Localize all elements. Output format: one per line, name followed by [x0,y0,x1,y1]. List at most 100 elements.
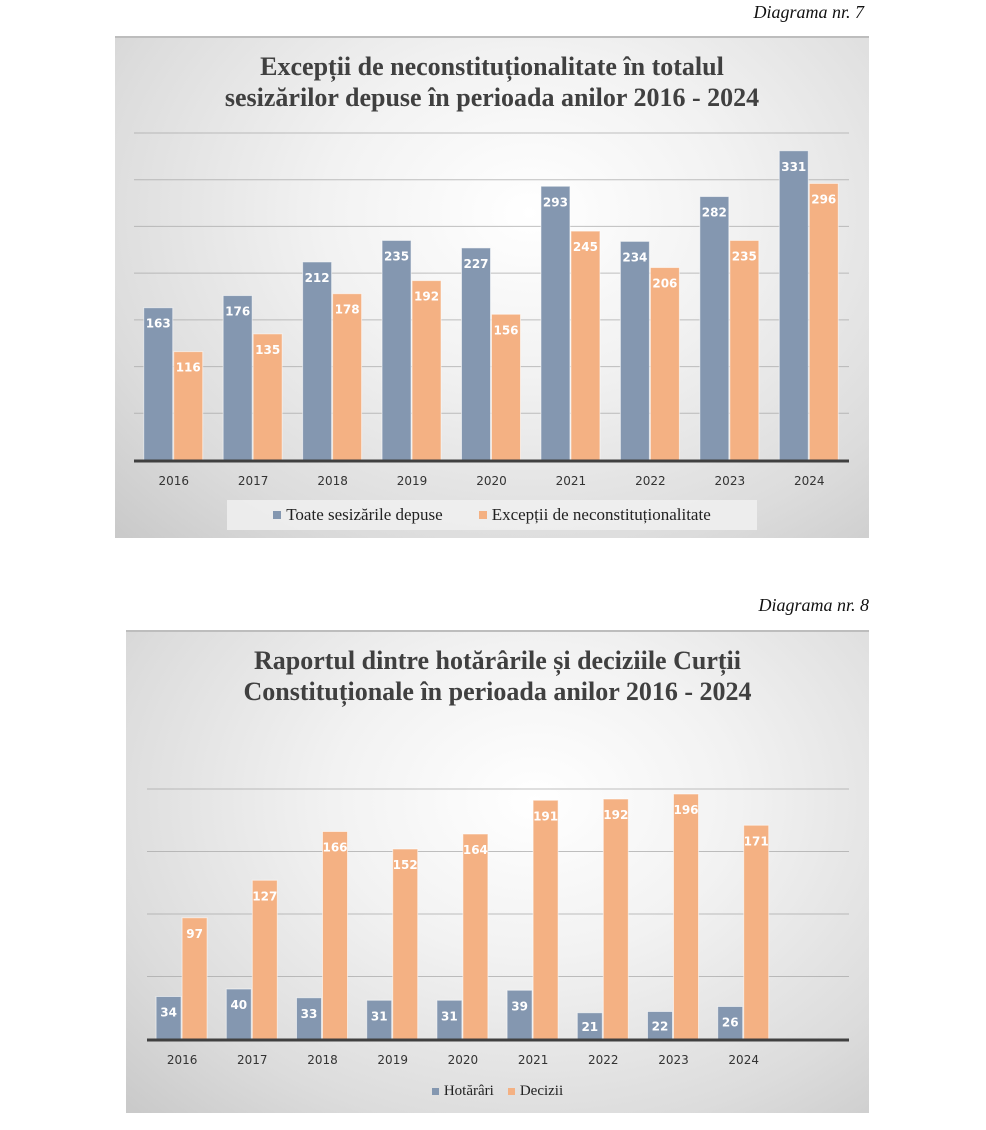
bar-orange-2019 [411,280,442,461]
data-label: 192 [414,290,439,304]
x-tick-label: 2022 [588,1053,619,1067]
bar-blue-2019 [366,999,393,1040]
bar-blue-2024 [778,150,809,461]
data-label: 227 [463,257,488,271]
legend-swatch-orange [478,511,487,519]
bar-orange-2024 [743,824,770,1040]
x-tick-label: 2021 [518,1053,549,1067]
x-tick-label: 2023 [715,474,746,488]
bar-orange-2018 [332,293,363,461]
data-label: 212 [305,271,330,285]
x-tick-label: 2023 [658,1053,689,1067]
legend-item-decisions: Decizii [507,1082,564,1100]
legend-item-rulings: Hotărâri [431,1082,494,1100]
data-label: 163 [146,317,171,331]
data-label: 282 [702,206,727,220]
data-label: 135 [255,343,280,357]
bar-orange-2023 [729,239,760,461]
x-tick-label: 2020 [448,1053,479,1067]
data-label: 31 [441,1009,458,1023]
data-label: 293 [543,195,568,209]
bar-blue-2024 [717,1006,744,1040]
bar-blue-2018 [296,997,322,1040]
chart-title: Excepții de neconstituționalitate în tot… [115,52,869,113]
legend-item-exceptions: Excepții de neconstituționalitate [478,505,711,525]
data-label: 171 [744,834,769,848]
legend-swatch-orange [507,1087,515,1095]
data-label: 196 [673,803,698,817]
bar-orange-2016 [181,917,208,1040]
x-tick-label: 2022 [635,474,666,488]
legend-label: Decizii [519,1082,564,1099]
data-label: 40 [230,998,247,1012]
bar-orange-2022 [649,267,680,461]
bar-orange-2024 [808,182,839,461]
data-label: 235 [384,249,409,263]
bar-orange-2020 [462,833,489,1040]
data-label: 206 [652,277,677,291]
bar-blue-2019 [381,239,412,461]
legend-label: Toate sesizările depuse [286,505,443,524]
bar-blue-2022 [619,240,650,461]
bar-orange-2023 [673,793,699,1040]
data-label: 21 [581,1020,598,1034]
data-label: 234 [622,250,647,264]
data-label: 31 [371,1009,388,1023]
bar-blue-2020 [461,247,491,461]
data-label: 39 [511,999,528,1013]
chart-title-line-2: sesizărilor depuse în perioada anilor 20… [224,82,760,112]
bar-blue-2017 [225,988,252,1040]
data-label: 166 [322,841,347,855]
data-label: 235 [732,249,757,263]
x-tick-label: 2019 [377,1053,408,1067]
x-tick-label: 2018 [317,474,348,488]
bar-blue-2021 [540,185,571,461]
data-label: 34 [160,1006,177,1020]
x-tick-label: 2024 [794,474,825,488]
data-label: 22 [652,1019,669,1033]
data-label: 127 [252,889,277,903]
x-tick-label: 2016 [167,1053,198,1067]
bar-blue-2023 [647,1011,673,1040]
data-label: 245 [573,240,598,254]
bar-blue-2020 [436,999,463,1040]
legend-swatch-blue [431,1087,439,1095]
data-label: 97 [186,927,203,941]
bar-blue-2022 [576,1012,603,1040]
chart-exceptions-vs-submissions: Excepții de neconstituționalitate în tot… [115,36,869,538]
data-label: 164 [463,843,488,857]
x-tick-label: 2021 [556,474,587,488]
x-tick-label: 2017 [237,1053,268,1067]
x-tick-label: 2024 [728,1053,759,1067]
bar-blue-2016 [155,996,182,1040]
data-label: 331 [781,160,806,174]
chart-plot-area: 163 116 2016 176 135 2017 212 178 2018 235 192 2019… [134,132,849,488]
x-tick-label: 2018 [307,1053,338,1067]
chart-legend: Hotărâri Decizii [126,1081,869,1101]
data-label: 26 [722,1016,739,1030]
diagram-caption-8: Diagrama nr. 8 [758,595,869,615]
data-label: 152 [393,858,418,872]
data-label: 156 [493,323,518,337]
x-tick-label: 2020 [476,474,507,488]
bar-orange-2017 [251,879,278,1040]
chart-rulings-vs-decisions: Raportul dintre hotărârile și deciziile … [126,630,869,1113]
bar-blue-2016 [143,307,174,461]
chart-legend: Toate sesizările depuse Excepții de neco… [227,500,757,530]
data-label: 296 [811,192,836,206]
bar-orange-2018 [322,831,348,1040]
bar-blue-2017 [222,295,253,461]
legend-label: Excepții de neconstituționalitate [491,505,711,524]
chart-title-line-2: Constituționale în perioada anilor 2016 … [243,676,752,706]
data-label: 176 [225,305,250,319]
bar-orange-2021 [570,230,601,461]
chart-title-line-1: Excepții de neconstituționalitate în tot… [260,52,724,81]
data-label: 116 [176,361,201,375]
legend-label: Hotărâri [443,1082,494,1099]
diagram-caption-7: Diagrama nr. 7 [753,2,864,22]
bar-blue-2023 [699,196,730,461]
bar-orange-2019 [392,848,419,1040]
data-label: 178 [335,303,360,317]
chart-plot-area: 34 97 2016 40 127 2017 33 166 2018 31 152 2019 31 164… [147,788,849,1067]
chart-title: Raportul dintre hotărârile și deciziile … [126,646,869,707]
